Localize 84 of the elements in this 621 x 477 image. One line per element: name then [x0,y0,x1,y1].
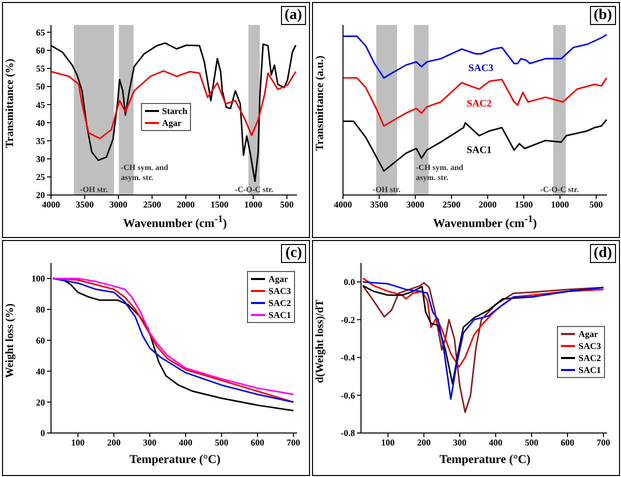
x-tick-label: 400 [178,437,193,448]
y-tick-label: 80 [36,304,46,315]
x-tick-label: 500 [280,199,294,210]
x-tick-label: 500 [589,199,604,210]
band-label: -C-O-C str. [540,185,579,194]
y-tick-label: 35 [36,136,46,146]
y-tick-label: 45 [36,100,46,110]
y-tick-label: 100 [32,274,46,284]
x-tick-label: 500 [214,437,229,448]
x-tick-label: 1500 [210,199,229,210]
chart-title: (c) [281,244,306,263]
x-axis-title: Temperature (°C) [438,452,532,467]
x-tick-label: 600 [560,437,575,448]
band-label: -OH str. [372,185,400,194]
x-tick-label: 1000 [550,199,570,210]
y-tick-label: -0.6 [340,390,356,400]
y-tick-label: 25 [36,172,46,182]
y-tick-label: 40 [36,366,46,376]
y-tick-label: 40 [36,118,46,128]
y-tick-label: 55 [36,64,46,74]
x-axis-title: Temperature (°C) [128,452,222,467]
x-tick-label: 200 [107,437,122,448]
y-axis-title: Transmittance (%) [4,57,16,150]
y-tick-label: 50 [36,82,46,92]
chart-title: (b) [590,6,616,25]
x-tick-label: 4000 [334,199,352,210]
x-tick-label: 100 [71,437,86,448]
x-tick-label: 2000 [176,199,196,210]
y-tick-label: 60 [36,46,46,56]
x-tick-label: 2500 [442,199,461,210]
y-tick-label: 20 [36,190,46,200]
legend-label: Agar [578,328,598,340]
x-tick-label: 400 [488,437,503,448]
x-tick-label: 2000 [478,199,498,210]
x-tick-label: 700 [596,437,611,448]
y-tick-label: 60 [36,335,46,346]
x-tick-label: 300 [143,437,158,448]
line-series [51,70,296,140]
x-tick-label: 1500 [514,199,534,210]
x-tick-label: 500 [524,437,539,448]
series-label: SAC2 [466,98,492,110]
x-axis-title: Wavenumber (cm$^{-1}$) [122,214,228,231]
x-tick-label: 1000 [244,199,263,210]
y-tick-label: -0.4 [340,352,356,363]
x-tick-label: 3000 [406,199,425,210]
chart-title: (a) [280,6,306,25]
x-tick-label: 100 [381,437,396,448]
band-label: -CH sym. and asym. str. [120,163,169,182]
x-tick-label: 200 [417,437,432,448]
y-tick-label: 30 [36,154,46,164]
legend-label: SAC3 [578,340,601,352]
legend-label: SAC3 [268,285,291,297]
legend-label: SAC1 [268,309,291,321]
x-axis-title: Wavenumber (cm$^{-1}$) [432,214,538,231]
y-tick-label: -0.2 [340,314,356,325]
y-axis-title: d(Weight loss)/dT [314,298,326,385]
chart-title: (d) [590,244,616,263]
x-tick-label: 3000 [109,199,128,210]
y-tick-label: 0 [40,428,46,438]
legend-label: SAC2 [268,297,291,309]
y-axis-title: Weight loss (%) [4,302,16,380]
legend-label: Agar [268,273,288,285]
legend-label: Agar [162,117,182,129]
series-label: SAC1 [466,144,492,156]
legend-label: SAC2 [578,352,601,364]
x-tick-label: 300 [453,437,468,448]
y-tick-label: 65 [36,27,46,38]
y-tick-label: 20 [36,397,46,408]
legend-label: Starch [162,105,188,117]
series-label: SAC3 [468,62,494,74]
band-label: -CH sym. and asym. str. [416,163,464,182]
legend-label: SAC1 [578,364,601,376]
y-tick-label: 0.0 [344,277,356,288]
x-tick-label: 700 [286,437,301,448]
x-tick-label: 3500 [370,199,389,210]
x-tick-label: 4000 [42,199,60,210]
band-label: -OH str. [80,185,108,194]
line-series [362,277,604,368]
band-label: -C-O-C str. [234,185,274,194]
y-tick-label: -0.8 [340,428,356,438]
x-tick-label: 3500 [76,199,94,210]
x-tick-label: 600 [250,437,265,448]
x-tick-label: 2500 [143,199,162,210]
y-axis-title: Transmittance (a.u.) [314,54,326,153]
